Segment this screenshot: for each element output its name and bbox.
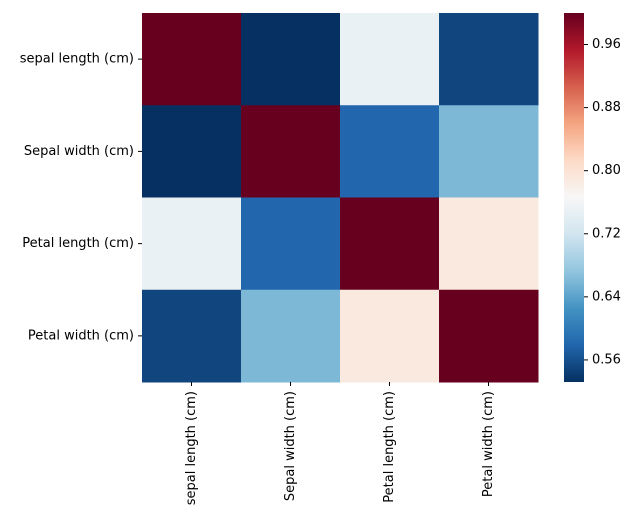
- heatmap-cell: [439, 13, 539, 106]
- y-tick-label: Petal width (cm): [28, 328, 134, 343]
- heatmap-cell: [340, 289, 440, 383]
- colorbar-tick-label: 0.88: [592, 100, 621, 115]
- heatmap-cell: [241, 289, 341, 383]
- heatmap-cell: [241, 13, 341, 106]
- y-tick-label: sepal length (cm): [20, 52, 134, 67]
- colorbar-tick-label: 0.96: [592, 37, 621, 52]
- heatmap-cell: [241, 105, 341, 198]
- colorbar-tick-label: 0.56: [592, 352, 621, 367]
- heatmap-cell: [439, 197, 539, 291]
- heatmap-cell: [340, 105, 440, 198]
- heatmap-cell: [340, 197, 440, 291]
- heatmap-cells: [142, 13, 539, 383]
- colorbar-gradient: [564, 13, 584, 382]
- colorbar-tick-label: 0.72: [592, 226, 621, 241]
- colorbar-tick-label: 0.64: [592, 289, 621, 304]
- heatmap-cell: [439, 105, 539, 198]
- row-labels: sepal length (cm) Sepal width (cm) Petal l…: [20, 52, 142, 343]
- x-tick-label: Petal width (cm): [481, 391, 496, 497]
- x-tick-label: sepal length (cm): [184, 391, 199, 505]
- heatmap-cell: [142, 13, 242, 106]
- heatmap-cell: [142, 289, 242, 383]
- heatmap-cell: [439, 289, 539, 383]
- y-tick-label: Sepal width (cm): [24, 144, 134, 159]
- y-tick-label: Petal length (cm): [22, 236, 134, 251]
- colorbar: 0.56 0.64 0.72 0.80 0.88 0.96: [564, 13, 621, 382]
- heatmap-cell: [142, 197, 242, 291]
- heatmap-cell: [241, 197, 341, 291]
- heatmap-cell: [340, 13, 440, 106]
- column-labels: sepal length (cm) Sepal width (cm) Petal l…: [184, 382, 496, 505]
- x-tick-label: Petal length (cm): [382, 391, 397, 503]
- x-tick-label: Sepal width (cm): [283, 391, 298, 501]
- colorbar-tick-label: 0.80: [592, 163, 621, 178]
- heatmap-cell: [142, 105, 242, 198]
